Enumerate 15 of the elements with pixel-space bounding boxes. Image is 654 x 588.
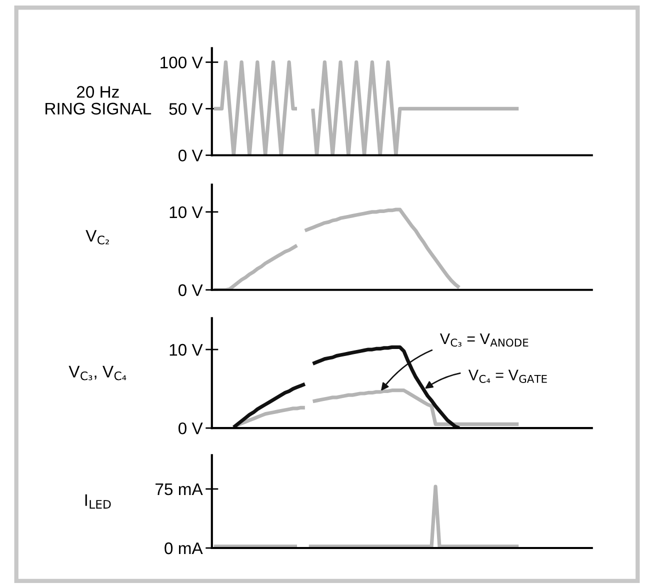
y-tick-label: 0 V: [178, 284, 203, 296]
text: V$_{C₃}$ = V$_{ANODE}$: [440, 334, 528, 347]
y-tick-label: 10 V: [170, 206, 203, 218]
y-tick-label: 100 V: [160, 56, 203, 68]
y-tick-label: 10 V: [170, 344, 203, 356]
y-tick-label: 0 mA: [164, 542, 203, 554]
legend-label: V$_{C₄}$ = V$_{GATE}$: [468, 370, 547, 383]
y-tick-label: 0 V: [178, 422, 203, 434]
y-axis-title: I$_{LED}$: [85, 494, 111, 509]
y-tick-label: 50 V: [169, 103, 203, 115]
y-axis-title: 20 Hz RING SIGNAL: [46, 86, 152, 115]
y-axis-title: V$_{C₂}$: [86, 230, 109, 244]
y-axis-title: V$_{C₃}$, V$_{C₄}$: [68, 366, 126, 380]
y-tick-label: 0 V: [178, 150, 203, 162]
y-tick-label: 75 mA: [156, 484, 203, 496]
